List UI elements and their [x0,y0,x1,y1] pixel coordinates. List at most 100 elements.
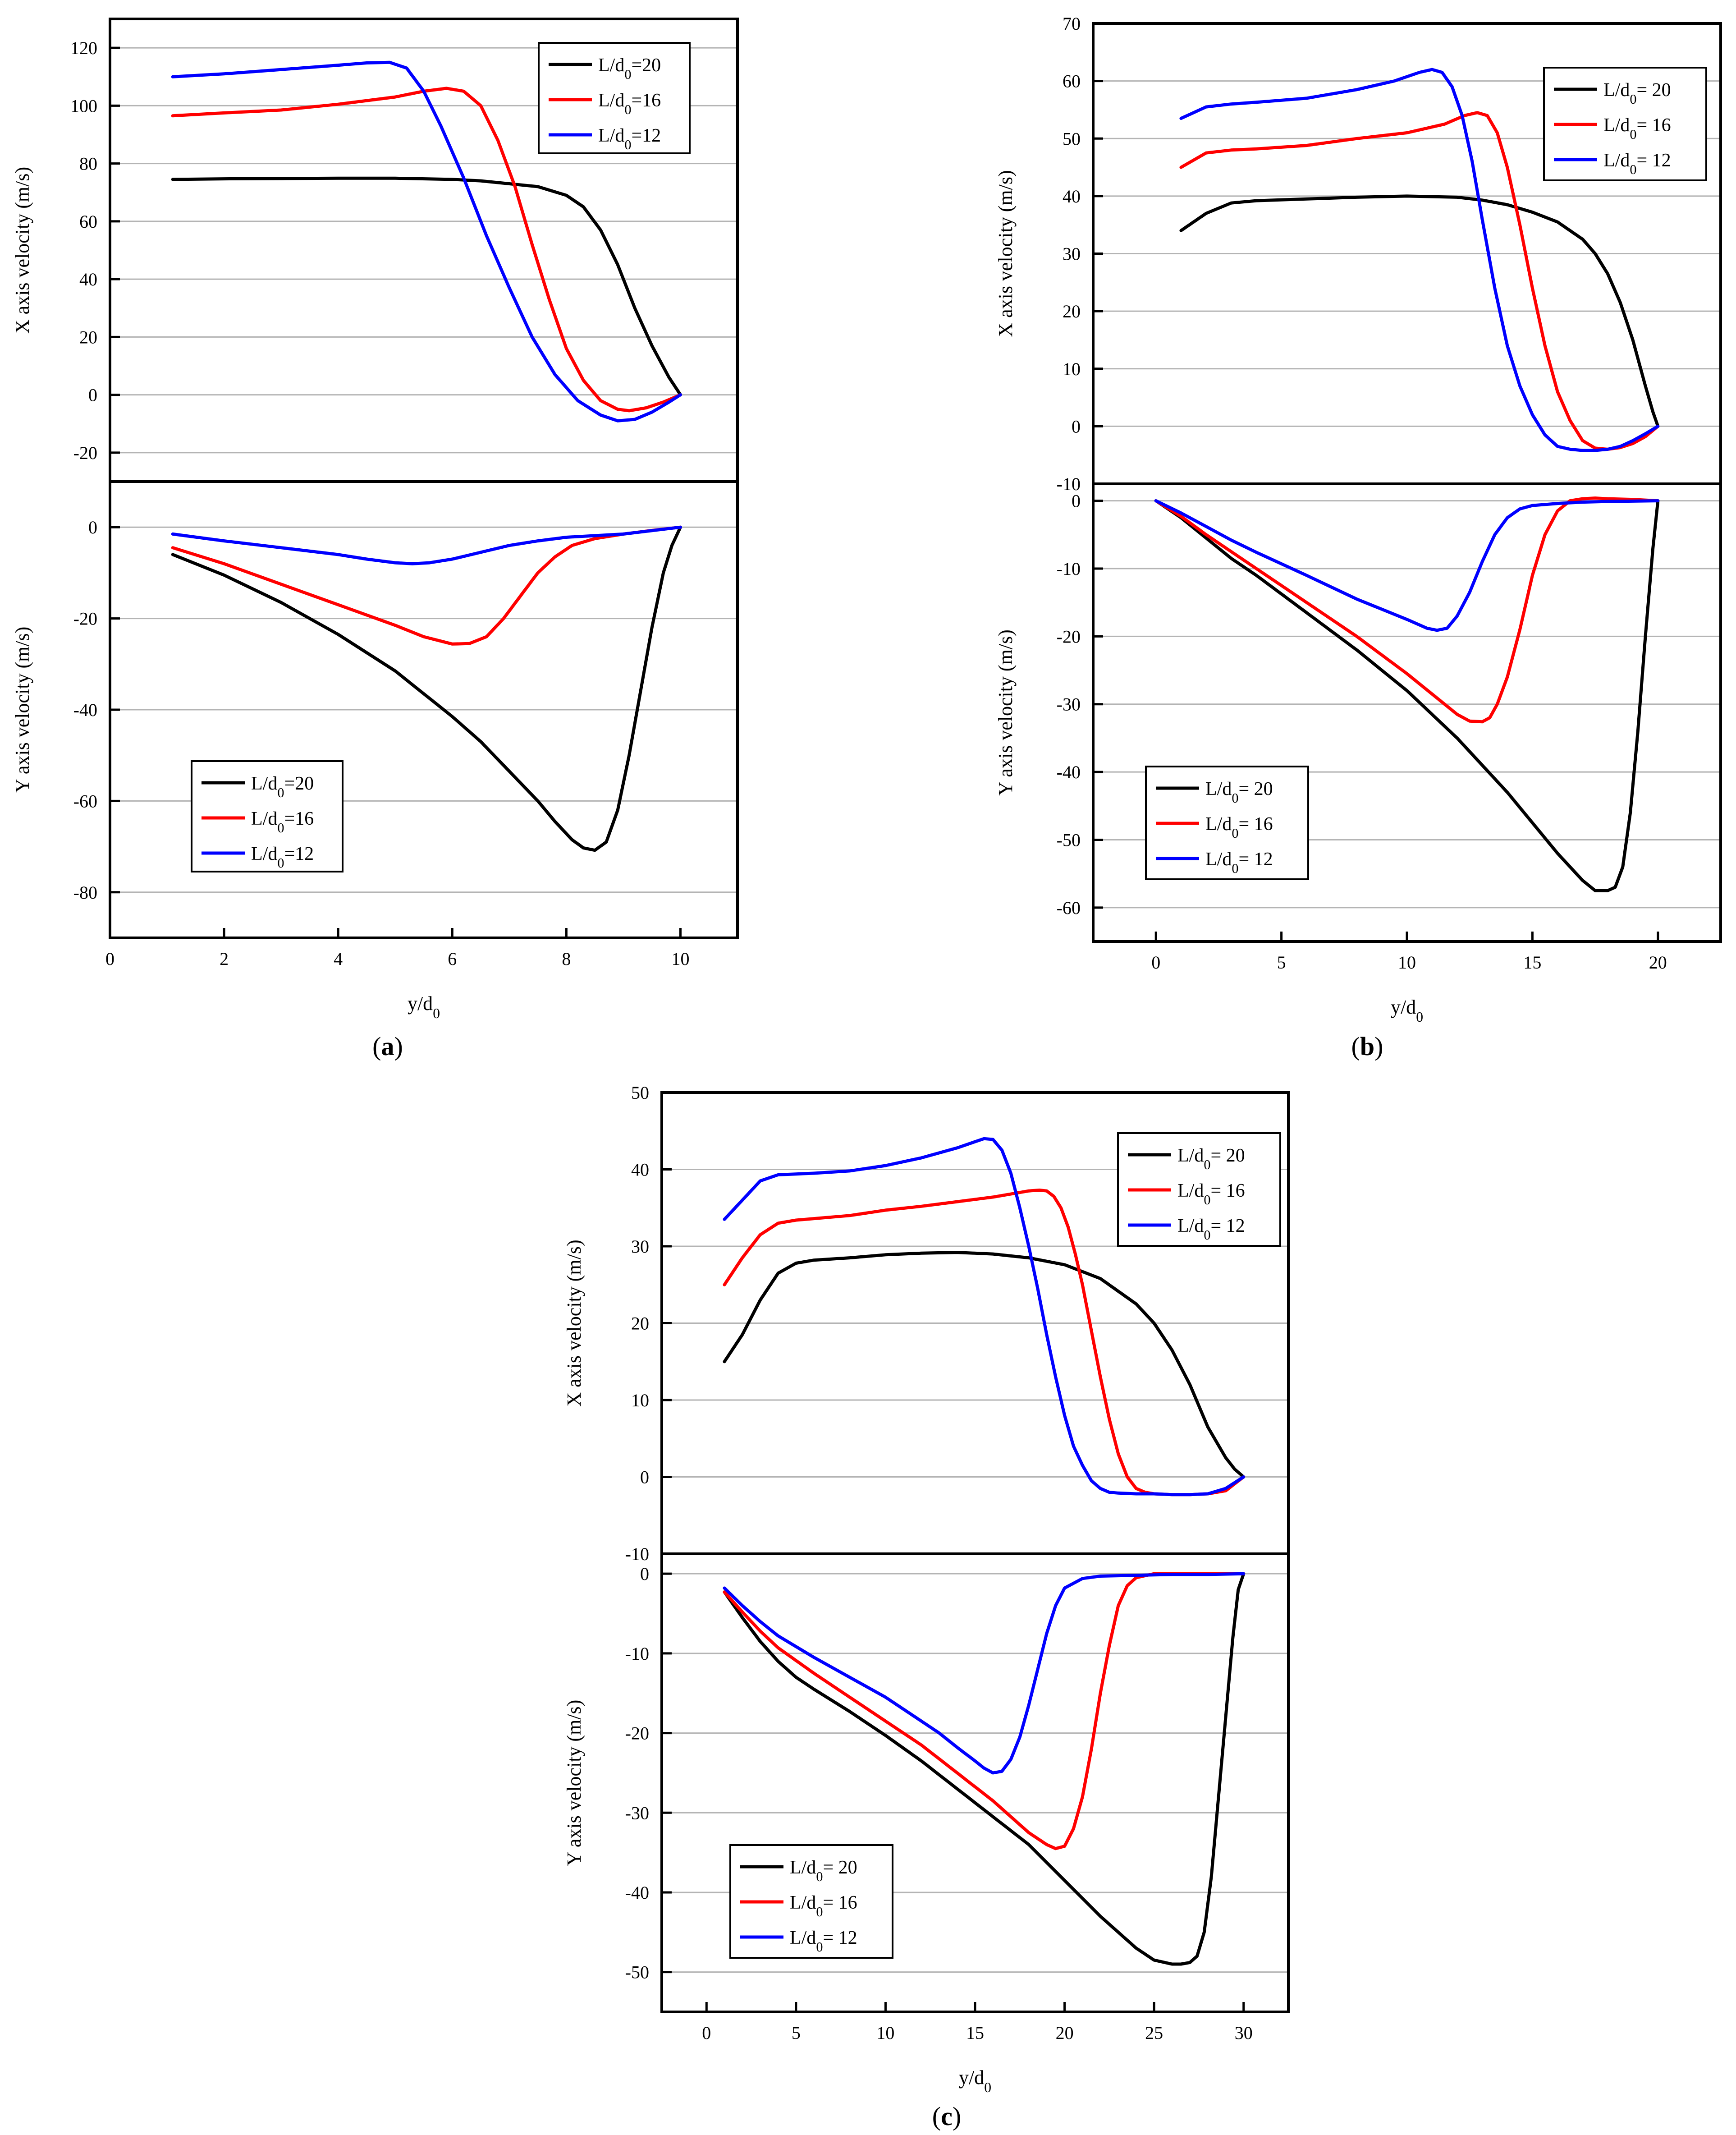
y-tick-label: 0 [88,517,97,537]
legend-label: L/d0= 20 [1603,80,1671,107]
series-line-L16 [171,525,682,646]
x-axis-label: y/d0 [959,2066,991,2095]
legend-label: L/d0=20 [598,55,661,82]
legend-label: L/d0= 16 [790,1892,857,1919]
x-tick-label: 0 [702,2023,711,2043]
x-tick-label: 10 [876,2023,894,2043]
series-line-L20 [723,1251,1246,1478]
legend-label: L/d0=16 [251,808,314,836]
panel-label-a: (a) [372,1032,403,1061]
series-line-L12 [1179,68,1660,452]
series-line-L20 [171,525,682,852]
x-tick-label: 20 [1649,952,1667,973]
legend-label: L/d0=12 [251,844,314,871]
x-axis-label: y/d0 [1391,996,1423,1025]
y-tick-label: 100 [70,96,97,116]
y-tick-label: 0 [1072,491,1081,511]
x-tick-label: 30 [1235,2023,1253,2043]
legend-label: L/d0= 20 [1177,1145,1245,1172]
x-tick-label: 5 [1277,952,1286,973]
y-tick-label: -80 [73,882,97,903]
series-line-L12 [723,1572,1246,1775]
x-tick-label: 0 [1151,952,1160,973]
y-tick-label: 10 [1063,359,1081,379]
y-tick-label: -40 [1057,762,1081,782]
series-line-L12 [171,525,682,565]
y-axis-label: X axis velocity (m/s) [563,1240,585,1406]
legend: L/d0= 20 L/d0= 16 L/d0= 12 [729,1844,893,1959]
legend: L/d0= 20 L/d0= 16 L/d0= 12 [1145,766,1309,880]
x-tick-label: 25 [1145,2023,1163,2043]
y-tick-label: 10 [631,1390,649,1410]
y-tick-label: 0 [1072,416,1081,436]
legend-label: L/d0=16 [598,90,661,117]
y-axis-label: Y axis velocity (m/s) [994,629,1017,796]
y-tick-label: 0 [640,1467,649,1488]
y-tick-label: -20 [1057,626,1081,647]
x-tick-label: 0 [105,949,115,969]
x-tick-label: 6 [448,949,457,969]
y-tick-label: 20 [631,1313,649,1334]
series-line-L20 [171,176,682,397]
y-tick-label: 30 [631,1236,649,1257]
legend-label: L/d0= 12 [1603,150,1671,177]
y-tick-label: -40 [73,700,97,720]
y-tick-label: 50 [631,1083,649,1103]
y-tick-label: 20 [1063,301,1081,321]
y-tick-label: -10 [1057,559,1081,579]
y-tick-label: 20 [79,327,97,347]
x-tick-label: 15 [1523,952,1541,973]
x-tick-label: 20 [1056,2023,1074,2043]
series-line-L20 [723,1572,1246,1966]
panel-label-b: (b) [1351,1032,1383,1061]
series-line-L16 [171,87,682,413]
y-tick-label: 120 [70,38,97,58]
legend-label: L/d0= 16 [1177,1180,1245,1208]
y-tick-label: 60 [79,211,97,232]
series-line-L20 [1154,499,1660,892]
y-tick-label: 0 [88,385,97,405]
y-tick-label: 80 [79,154,97,174]
y-tick-label: -10 [625,1544,649,1564]
legend-box [1145,766,1309,880]
y-axis-label: Y axis velocity (m/s) [563,1700,585,1866]
y-tick-label: -30 [625,1803,649,1823]
legend-label: L/d0=20 [251,773,314,800]
y-tick-label: -20 [73,443,97,463]
legend: L/d0=20 L/d0=16 L/d0=12 [538,42,691,154]
series-line-L12 [171,60,682,422]
series-line-L16 [723,1572,1246,1850]
y-tick-label: -60 [73,791,97,811]
legend-label: L/d0= 12 [1177,1216,1245,1243]
y-tick-label: -50 [1057,830,1081,850]
chart-a-top: -20 0 20 40 60 80 100 120 X axis velocity (m/s) L… [11,18,739,483]
series-line-L20 [1179,194,1660,428]
y-tick-label: 40 [631,1160,649,1180]
chart-c-bottom: -50 -40 -30 -20 -10 0 0 5 10 15 20 25 30 Y axis veloc… [563,1552,1290,2095]
x-tick-label: 5 [792,2023,801,2043]
y-tick-label: 40 [1063,186,1081,207]
y-axis-label: X axis velocity (m/s) [994,170,1017,337]
legend-label: L/d0=12 [598,125,661,152]
chart-b-top: -10 0 10 20 30 40 50 60 70 X axis velocity (m/s) L… [994,14,1722,494]
y-tick-label: -30 [1057,694,1081,715]
y-tick-label: -10 [1057,474,1081,494]
y-tick-label: -50 [625,1962,649,1983]
y-tick-label: -20 [625,1723,649,1744]
legend-label: L/d0= 20 [790,1857,857,1884]
chart-a-bottom: -80 -60 -40 -20 0 0 2 4 6 8 10 Y axis velocity (m/s… [11,480,739,1021]
x-tick-label: 10 [1398,952,1416,973]
x-tick-label: 8 [562,949,571,969]
legend-label: L/d0= 16 [1205,814,1273,841]
legend: L/d0= 20 L/d0= 16 L/d0= 12 [1117,1132,1281,1247]
x-axis-label: y/d0 [408,992,440,1021]
legend-label: L/d0= 20 [1205,779,1273,806]
y-tick-label: -60 [1057,898,1081,918]
chart-b-bottom: -60 -50 -40 -30 -20 -10 0 0 5 10 15 20 Y axis veloci… [994,482,1722,1025]
y-tick-label: 70 [1063,14,1081,34]
y-tick-label: 0 [640,1564,649,1584]
series-line-L16 [1154,496,1660,724]
series-line-L12 [1154,499,1660,632]
y-tick-label: -40 [625,1882,649,1903]
y-tick-label: -20 [73,609,97,629]
